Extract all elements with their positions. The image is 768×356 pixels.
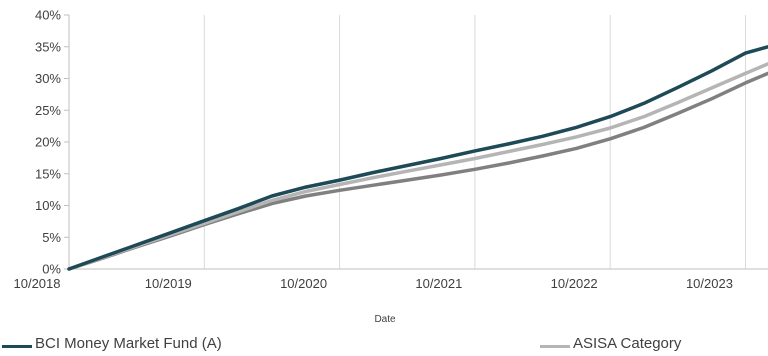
gridlines [203, 15, 746, 269]
y-tick-label: 30% [35, 71, 61, 86]
legend-item-bci: BCI Money Market Fund (A) [2, 335, 222, 352]
series-line-3 [67, 45, 768, 271]
legend-swatch-asisa [540, 345, 570, 348]
y-tick-label: 5% [42, 230, 61, 245]
line-chart: 0% 5% 10% 15% 20% 25% 30% 35% 40% 10/2018 10/2019… [14, 8, 768, 325]
series-line-1 [67, 71, 768, 271]
x-tick-label: 10/2022 [551, 276, 598, 291]
y-tick-label: 35% [35, 39, 61, 54]
legend-swatch-bci [2, 345, 32, 348]
legend-item-asisa: ASISA Category [540, 335, 681, 352]
x-axis-ticks: 10/2018 10/2019 10/2020 10/2021 10/2022 10/20… [14, 276, 733, 291]
series-lines [67, 45, 768, 271]
x-axis-title: Date [374, 314, 396, 325]
y-tick-label: 10% [35, 198, 61, 213]
legend-label-bci: BCI Money Market Fund (A) [35, 335, 222, 352]
legend: BCI Money Market Fund (A) ASISA Category [0, 332, 768, 356]
x-tick-label: 10/2018 [14, 276, 61, 291]
series-line-2 [67, 62, 768, 271]
y-tick-label: 20% [35, 135, 61, 150]
x-tick-label: 10/2023 [686, 276, 733, 291]
x-tick-label: 10/2021 [415, 276, 462, 291]
y-tick-label: 40% [35, 8, 61, 23]
y-tick-label: 15% [35, 166, 61, 181]
y-tick-label: 25% [35, 103, 61, 118]
x-tick-label: 10/2019 [145, 276, 192, 291]
y-tick-label: 0% [42, 262, 61, 277]
x-tick-label: 10/2020 [280, 276, 327, 291]
y-axis-ticks: 0% 5% 10% 15% 20% 25% 30% 35% 40% [35, 8, 69, 277]
legend-label-asisa: ASISA Category [573, 335, 682, 352]
